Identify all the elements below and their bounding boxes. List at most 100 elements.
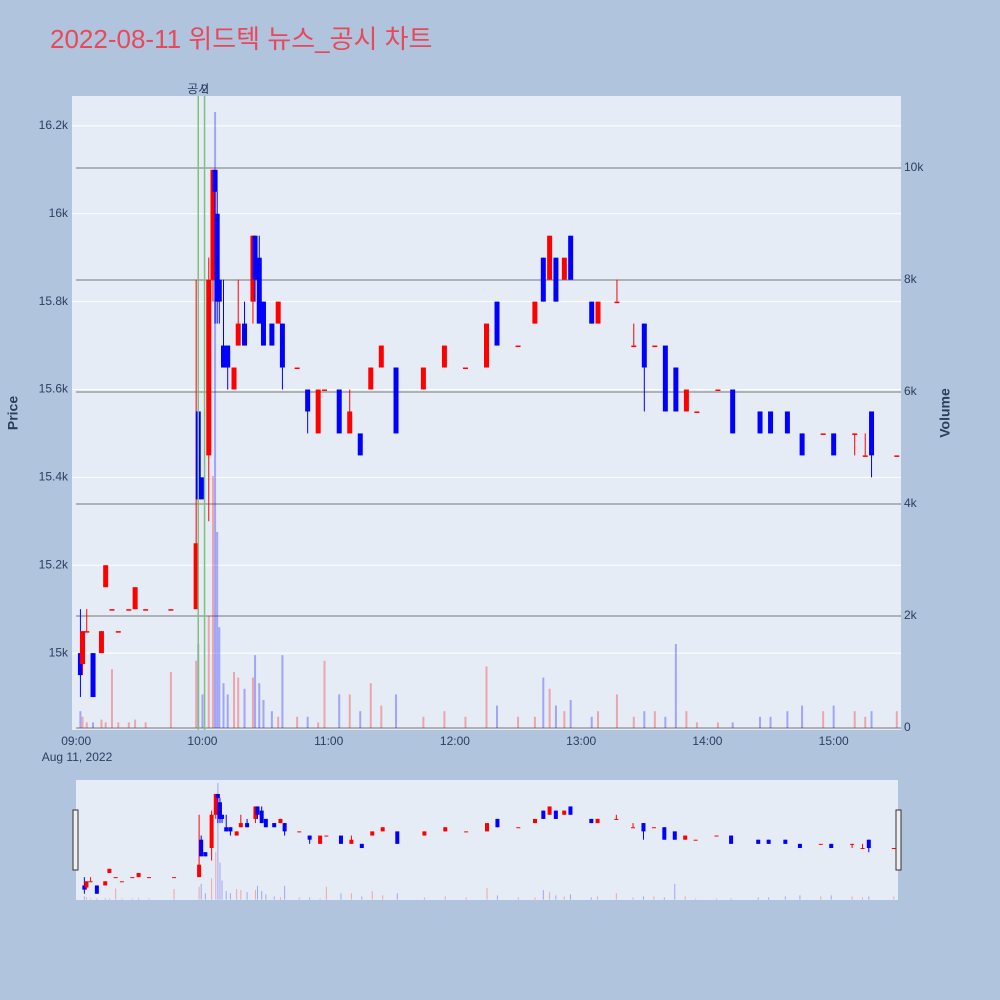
volume-bar — [395, 694, 398, 728]
volume-bar — [117, 722, 120, 728]
candle-body — [862, 455, 868, 457]
candle-body — [269, 323, 275, 346]
candle-body — [168, 609, 174, 611]
mini-candle-body — [683, 835, 688, 840]
volume-bar — [306, 716, 309, 728]
mini-volume-bar — [221, 880, 223, 900]
mini-candle-body — [253, 806, 258, 819]
candle-body — [540, 257, 546, 302]
mini-candle-body — [228, 827, 233, 832]
volume-bar — [277, 716, 280, 728]
candle-body — [193, 543, 199, 610]
volume-bar — [281, 655, 284, 728]
mini-candle-body — [829, 843, 834, 849]
candle-body — [212, 169, 218, 192]
candle-body — [715, 389, 721, 391]
mini-candle-body — [349, 839, 354, 844]
volume-bar — [216, 531, 219, 728]
candle-body — [378, 345, 384, 368]
mini-volume-bar — [423, 897, 425, 900]
candle-body — [568, 235, 574, 280]
candle-body — [256, 257, 262, 324]
volume-bar — [92, 722, 95, 728]
candle-body — [730, 389, 736, 434]
candle-body — [869, 411, 875, 456]
mini-volume-bar — [563, 896, 565, 900]
mini-volume-bar — [340, 893, 342, 900]
y2-tick-label: 2k — [904, 608, 918, 622]
candle-body — [252, 235, 258, 280]
mini-candle-body — [818, 843, 823, 845]
mini-candle-body — [307, 835, 312, 840]
range-handle[interactable] — [895, 809, 902, 871]
volume-bar — [243, 688, 246, 728]
mini-volume-bar — [382, 895, 384, 900]
mini-volume-bar — [862, 897, 864, 900]
mini-volume-bar — [820, 896, 822, 900]
mini-volume-bar — [444, 896, 446, 900]
mini-volume-bar — [590, 897, 592, 900]
volume-bar — [81, 716, 84, 728]
mini-candle-body — [370, 831, 375, 836]
volume-bar — [127, 722, 130, 728]
mini-volume-bar — [240, 890, 242, 900]
volume-bar — [422, 716, 425, 728]
candle-body — [90, 653, 96, 698]
candle-body — [80, 631, 86, 665]
x-date-label: Aug 11, 2022 — [42, 750, 113, 764]
volume-bar — [464, 716, 467, 728]
mini-candle-body — [282, 823, 287, 832]
mini-volume-bar — [198, 886, 200, 900]
mini-volume-bar — [851, 896, 853, 900]
mini-volume-bar — [211, 878, 213, 900]
mini-candle-body — [756, 839, 761, 844]
x-tick-label: 13:00 — [566, 734, 596, 748]
mini-candle-body — [136, 872, 141, 878]
mini-candle-body — [443, 827, 448, 832]
mini-candle-body — [662, 827, 667, 840]
candle-body — [109, 609, 115, 611]
volume-bar — [380, 705, 383, 728]
y2-tick-label: 8k — [904, 272, 918, 286]
volume-bar — [496, 705, 499, 728]
annotation-text: 2 — [201, 82, 208, 96]
candle-body — [799, 433, 805, 456]
mini-candle-body — [547, 806, 552, 815]
mini-candle-body — [213, 793, 218, 815]
mini-volume-bar — [784, 896, 786, 900]
volume-bar — [864, 716, 867, 728]
volume-bar — [222, 683, 225, 728]
volume-bar — [214, 112, 217, 728]
mini-volume-bar — [104, 898, 106, 900]
volume-bar — [597, 711, 600, 728]
mini-candle-body — [217, 802, 222, 819]
mini-volume-bar — [715, 898, 717, 900]
mini-candle-body — [203, 852, 208, 857]
mini-candle-body — [595, 818, 600, 824]
candle-body — [532, 301, 538, 324]
mini-volume-bar — [534, 897, 536, 900]
mini-candle-body — [562, 810, 567, 815]
mini-candle-body — [259, 810, 264, 824]
mini-candle-body — [631, 827, 636, 829]
mini-candle-body — [568, 806, 573, 815]
mini-volume-bar — [217, 783, 219, 900]
volume-bar — [218, 627, 221, 728]
mini-volume-bar — [309, 897, 311, 900]
x-tick-label: 15:00 — [819, 734, 849, 748]
volume-bar — [801, 705, 804, 728]
mini-volume-bar — [830, 895, 832, 900]
range-handle[interactable] — [72, 809, 79, 871]
mini-volume-bar — [108, 898, 110, 900]
mini-candle-body — [422, 831, 427, 836]
mini-candle-body — [238, 823, 243, 828]
volume-bar — [542, 677, 545, 728]
mini-candle-body — [113, 877, 118, 879]
mini-candle-body — [318, 835, 323, 844]
mini-volume-bar — [273, 896, 275, 900]
candle-body — [757, 411, 763, 434]
candle-body — [214, 213, 220, 302]
mini-volume-bar — [83, 896, 85, 900]
volume-bar — [731, 722, 734, 728]
mini-candle-body — [672, 831, 677, 840]
